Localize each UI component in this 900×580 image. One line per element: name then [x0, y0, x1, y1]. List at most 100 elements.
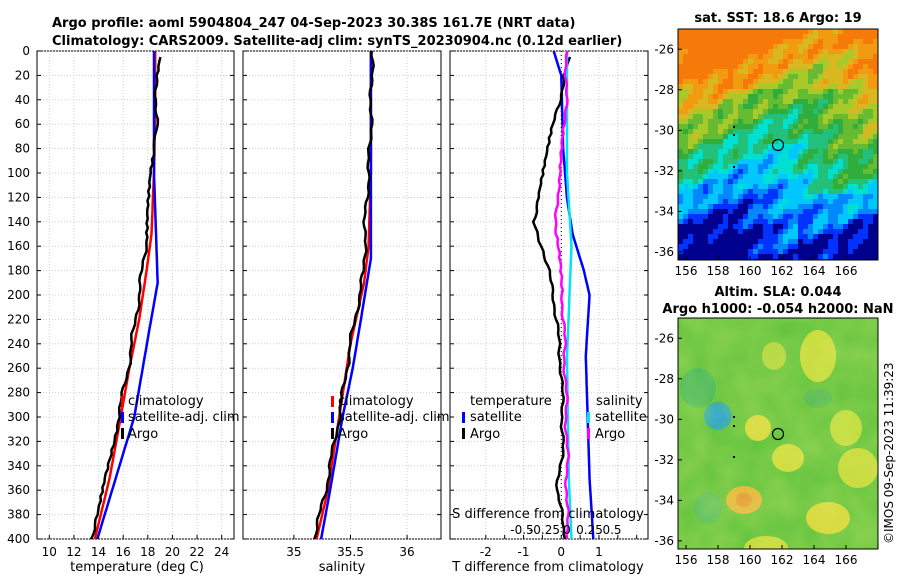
sst-cell	[728, 79, 734, 85]
sst-cell	[863, 214, 869, 220]
sst-cell	[703, 149, 709, 155]
sst-cell	[868, 129, 874, 135]
x-tick-label: -1	[518, 545, 530, 559]
x-tick-label: 1	[595, 545, 603, 559]
sst-cell	[733, 29, 739, 35]
sst-cell	[688, 134, 694, 140]
sst-cell	[858, 134, 864, 140]
sst-cell	[778, 104, 784, 110]
sst-cell	[743, 139, 749, 145]
sst-cell	[843, 94, 849, 100]
sst-cell	[763, 144, 769, 150]
sst-cell	[748, 244, 754, 250]
sst-cell	[838, 69, 844, 75]
difference-panel: -2 -1 0 1-0.5-0.25 0 0.25 0.5 T difference fro…	[449, 50, 649, 575]
sst-cell	[863, 219, 869, 225]
sst-cell	[688, 139, 694, 145]
sst-cell	[683, 184, 689, 190]
sst-cell	[683, 124, 689, 130]
sst-cell	[703, 139, 709, 145]
sst-cell	[703, 39, 709, 45]
sst-cell	[718, 69, 724, 75]
sst-cell	[753, 194, 759, 200]
sst-cell	[823, 159, 829, 165]
sst-cell	[798, 39, 804, 45]
sst-cell	[863, 119, 869, 125]
sst-cell	[853, 59, 859, 65]
sst-cell	[718, 94, 724, 100]
sst-cell	[808, 109, 814, 115]
sst-cell	[683, 79, 689, 85]
sst-cell	[693, 29, 699, 35]
sst-cell	[828, 159, 834, 165]
sst-cell	[743, 29, 749, 35]
sst-cell	[758, 239, 764, 245]
sst-cell	[768, 184, 774, 190]
sst-cell	[778, 94, 784, 100]
sst-cell	[848, 184, 854, 190]
sst-cell	[713, 214, 719, 220]
sst-cell	[738, 254, 744, 260]
sst-cell	[833, 194, 839, 200]
sst-cell	[798, 244, 804, 250]
sst-cell	[688, 164, 694, 170]
sst-cell	[868, 224, 874, 230]
sst-cell	[863, 104, 869, 110]
map-y-tick-label: -36	[654, 245, 674, 259]
sst-cell	[688, 199, 694, 205]
sst-cell	[738, 159, 744, 165]
sst-cell	[833, 64, 839, 70]
sst-cell	[783, 189, 789, 195]
sst-cell	[868, 184, 874, 190]
map-y-tick-label: -32	[654, 453, 674, 467]
sst-cell	[733, 159, 739, 165]
sst-cell	[838, 129, 844, 135]
sst-cell	[723, 29, 729, 35]
sst-cell	[778, 44, 784, 50]
sst-cell	[683, 154, 689, 160]
sst-cell	[793, 54, 799, 60]
sst-cell	[778, 214, 784, 220]
sst-cell	[713, 204, 719, 210]
sst-cell	[743, 214, 749, 220]
sst-cell	[688, 69, 694, 75]
sst-cell	[793, 84, 799, 90]
sst-cell	[743, 79, 749, 85]
sst-cell	[863, 144, 869, 150]
sst-cell	[743, 149, 749, 155]
sst-cell	[683, 74, 689, 80]
sst-cell	[788, 54, 794, 60]
sst-cell	[703, 99, 709, 105]
sst-cell	[688, 89, 694, 95]
sst-cell	[868, 164, 874, 170]
sst-cell	[788, 29, 794, 35]
sst-cell	[823, 119, 829, 125]
sst-cell	[743, 189, 749, 195]
sst-cell	[843, 79, 849, 85]
sst-cell	[693, 89, 699, 95]
y-tick-label: 20	[15, 68, 30, 82]
sst-cell	[718, 114, 724, 120]
sst-cell	[753, 184, 759, 190]
legend-swatch-argo	[121, 428, 124, 439]
sst-cell	[773, 124, 779, 130]
sst-cell	[753, 29, 759, 35]
sst-cell	[708, 169, 714, 175]
sst-cell	[733, 179, 739, 185]
sst-cell	[778, 74, 784, 80]
sst-cell	[873, 184, 878, 190]
sst-cell	[773, 189, 779, 195]
sst-cell	[763, 254, 769, 260]
sst-cell	[753, 94, 759, 100]
sst-cell	[733, 44, 739, 50]
sst-cell	[683, 99, 689, 105]
sst-cell	[748, 169, 754, 175]
sst-cell	[788, 239, 794, 245]
sst-cell	[748, 119, 754, 125]
sst-cell	[763, 159, 769, 165]
y-tick-label: 320	[7, 434, 30, 448]
sst-cell	[843, 64, 849, 70]
sst-cell	[793, 64, 799, 70]
sst-cell	[678, 89, 684, 95]
sst-cell	[798, 84, 804, 90]
